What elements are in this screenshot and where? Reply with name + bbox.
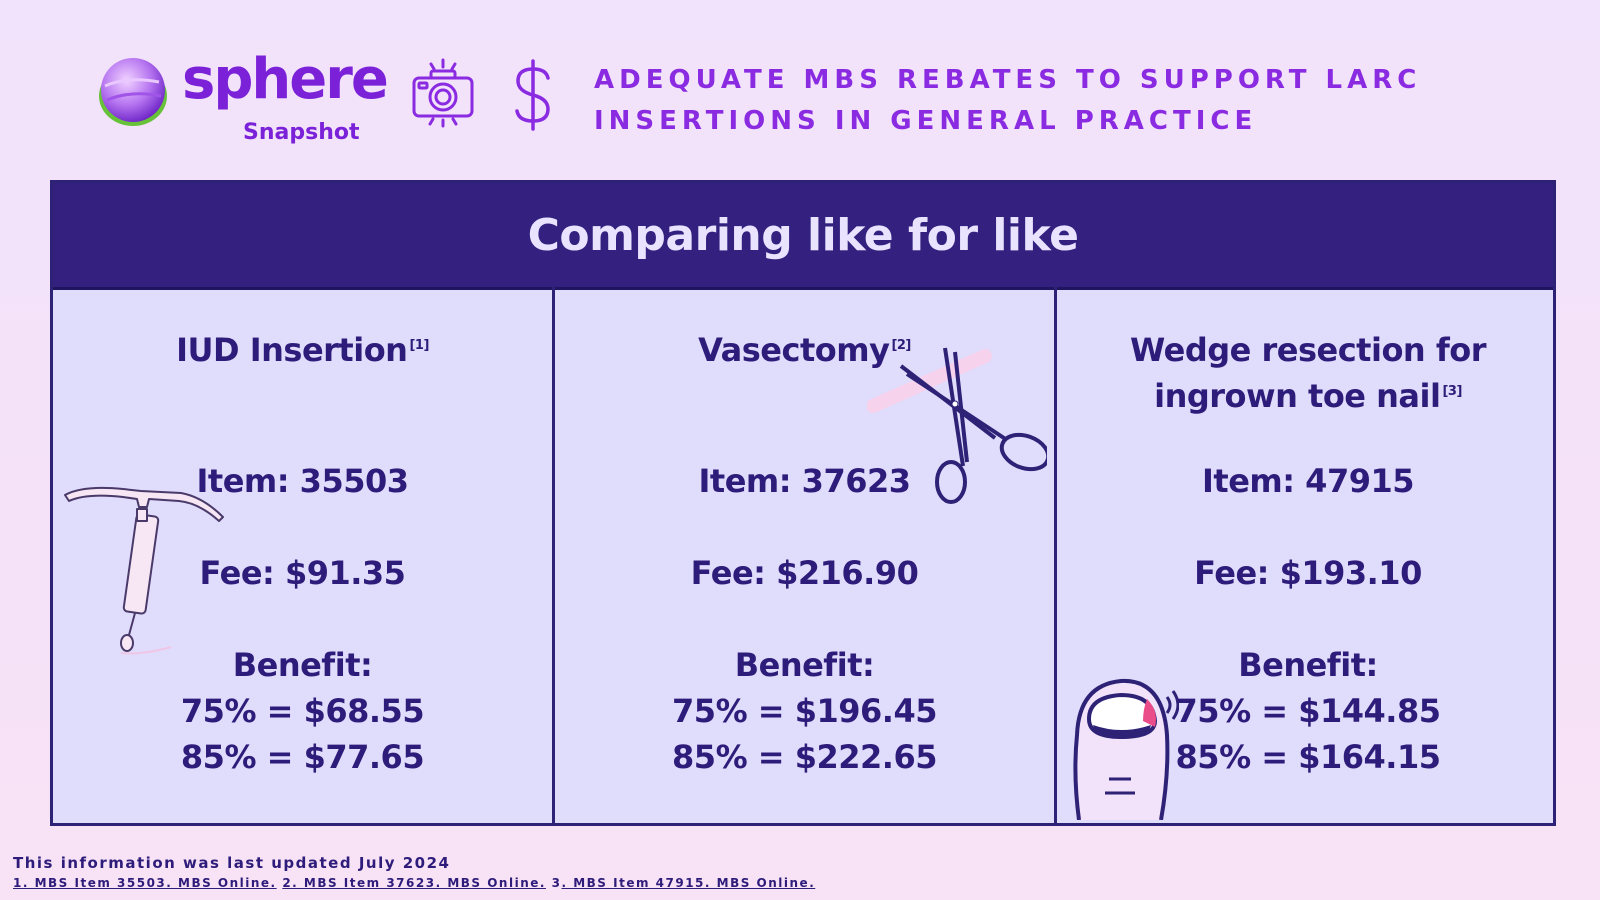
item-number: Item: 35503 — [196, 462, 409, 500]
column-title-line-2: ingrown toe nail — [1154, 377, 1441, 415]
reference-marker: [2] — [891, 338, 911, 353]
table-title: Comparing like for like — [527, 209, 1079, 261]
headline-line-1: ADEQUATE MBS REBATES TO SUPPORT LARC — [594, 65, 1422, 95]
reference-3-number: 3 — [551, 876, 562, 890]
item-number: Item: 47915 — [1201, 462, 1415, 500]
reference-link-3[interactable]: . MBS Item 47915. MBS Online. — [561, 876, 816, 890]
benefit-75: 75% = $68.55 — [180, 692, 425, 730]
column-title-line-1: Wedge resection for — [1129, 331, 1487, 369]
iud-icon — [64, 486, 224, 655]
headline-line-2: INSERTIONS IN GENERAL PRACTICE — [594, 106, 1258, 136]
reference-marker: [3] — [1442, 384, 1462, 399]
fee-value: Fee: $91.35 — [199, 554, 406, 592]
page-headline: ADEQUATE MBS REBATES TO SUPPORT LARC INS… — [594, 60, 1494, 142]
comparison-table: Comparing like for like IUD Insertion [1]… — [50, 180, 1556, 826]
camera-icon — [412, 58, 474, 128]
last-updated-note: This information was last updated July 2… — [13, 854, 451, 872]
column-title: IUD Insertion [1] — [53, 327, 552, 373]
brand-subtitle: Snapshot — [243, 120, 360, 145]
column-title: Wedge resection for ingrown toe nail [3] — [1057, 327, 1559, 419]
reference-link-2[interactable]: 2. MBS Item 37623. MBS Online. — [282, 876, 546, 890]
benefit-85: 85% = $77.65 — [180, 738, 425, 776]
column-title: Vasectomy [2] — [555, 327, 1054, 373]
reference-marker: [1] — [409, 338, 429, 353]
fee-value: Fee: $216.90 — [690, 554, 919, 592]
item-number: Item: 37623 — [698, 462, 911, 500]
benefit-75: 75% = $144.85 — [1175, 692, 1441, 730]
column-title-text: Vasectomy — [698, 331, 890, 369]
table-header: Comparing like for like — [53, 183, 1553, 290]
sphere-logo-icon — [99, 58, 167, 126]
ingrown-toe-icon — [1073, 678, 1179, 820]
benefit-label: Benefit: — [232, 646, 373, 684]
benefit-label: Benefit: — [1238, 646, 1378, 684]
benefit-85: 85% = $164.15 — [1175, 738, 1441, 776]
fee-value: Fee: $193.10 — [1194, 554, 1422, 592]
benefit-85: 85% = $222.65 — [672, 738, 937, 776]
references: 1. MBS Item 35503. MBS Online. 2. MBS It… — [13, 876, 815, 890]
header: sphere Snapshot ADEQUATE MBS REBATES TO … — [0, 0, 1600, 170]
column-wedge-resection: Wedge resection for ingrown toe nail [3] … — [1057, 287, 1559, 823]
reference-link-1[interactable]: 1. MBS Item 35503. MBS Online. — [13, 876, 277, 890]
benefit-label: Benefit: — [734, 646, 875, 684]
column-title-text: IUD Insertion — [176, 331, 408, 369]
scissors-icon — [867, 347, 1047, 504]
dollar-icon — [515, 59, 550, 131]
column-title-line-2-wrap: ingrown toe nail [3] — [1057, 373, 1559, 419]
benefit-75: 75% = $196.45 — [672, 692, 937, 730]
column-vasectomy: Vasectomy [2] Item: 37623 Fee: $216.90 Be… — [555, 287, 1057, 823]
brand-name: sphere — [182, 47, 389, 112]
column-iud-insertion: IUD Insertion [1] Item: 35503 Fee: $91.35… — [53, 287, 555, 823]
